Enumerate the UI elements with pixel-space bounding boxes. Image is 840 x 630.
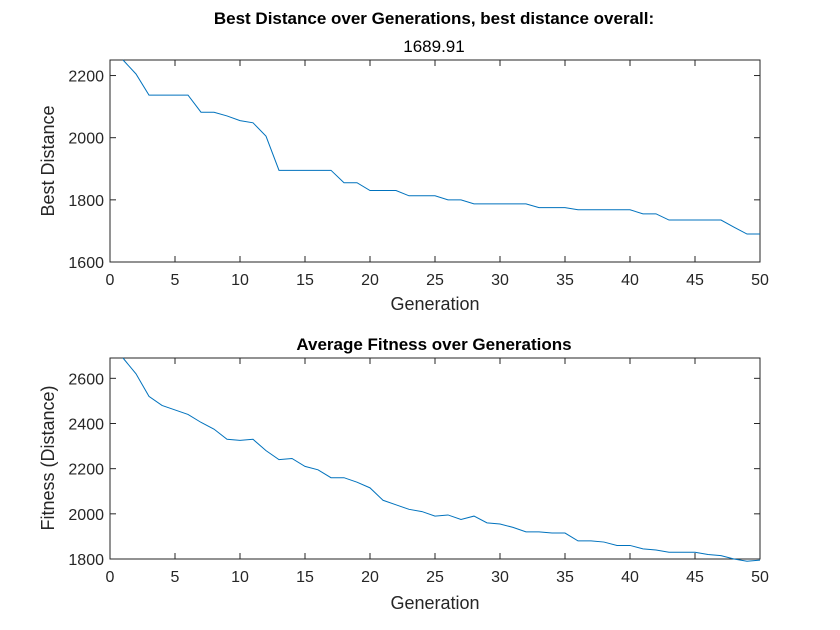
bottom-chart-y-ticks: 1800 2000 2200 2400 2600 [68,371,760,569]
y-tick-label: 1800 [68,552,104,569]
top-chart-y-label: Best Distance [38,105,58,216]
top-chart-y-ticks: 1600 1800 2000 2200 [68,69,760,272]
x-tick-label: 0 [106,569,115,586]
top-chart-x-label: Generation [390,294,479,314]
x-tick-label: 0 [106,272,115,289]
y-tick-label: 1800 [68,193,104,210]
top-chart-subtitle: 1689.91 [403,37,464,56]
x-tick-label: 40 [621,272,639,289]
bottom-chart-x-ticks: 0 5 10 15 20 25 30 35 40 45 50 [106,358,769,586]
x-tick-label: 20 [361,569,379,586]
x-tick-label: 10 [231,272,249,289]
x-tick-label: 40 [621,569,639,586]
x-tick-label: 45 [686,272,704,289]
y-tick-label: 2400 [68,416,104,433]
bottom-chart: Average Fitness over Generations 0 5 10 15 2… [38,335,769,613]
y-tick-label: 2200 [68,462,104,479]
bottom-chart-x-label: Generation [390,593,479,613]
x-tick-label: 50 [751,272,769,289]
top-chart-series-line [122,59,760,235]
bottom-chart-title: Average Fitness over Generations [296,335,571,354]
y-tick-label: 2600 [68,371,104,388]
x-tick-label: 5 [171,272,180,289]
bottom-chart-axes [109,357,761,560]
x-tick-label: 35 [556,272,574,289]
y-tick-label: 2000 [68,507,104,524]
y-tick-label: 1600 [68,255,104,272]
x-tick-label: 5 [171,569,180,586]
x-tick-label: 15 [296,272,314,289]
top-chart: Best Distance over Generations, best dis… [38,9,769,314]
x-tick-label: 30 [491,272,509,289]
x-tick-label: 35 [556,569,574,586]
x-tick-label: 50 [751,569,769,586]
x-tick-label: 25 [426,272,444,289]
bottom-chart-series-line [122,357,761,562]
x-tick-label: 15 [296,569,314,586]
top-chart-x-ticks: 0 5 10 15 20 25 30 35 40 45 50 [106,60,769,289]
y-tick-label: 2200 [68,69,104,86]
x-tick-label: 30 [491,569,509,586]
y-tick-label: 2000 [68,131,104,148]
x-tick-label: 45 [686,569,704,586]
x-tick-label: 10 [231,569,249,586]
top-chart-axes [109,59,761,263]
bottom-chart-y-label: Fitness (Distance) [38,385,58,530]
x-tick-label: 20 [361,272,379,289]
top-chart-title: Best Distance over Generations, best dis… [214,9,654,28]
x-tick-label: 25 [426,569,444,586]
